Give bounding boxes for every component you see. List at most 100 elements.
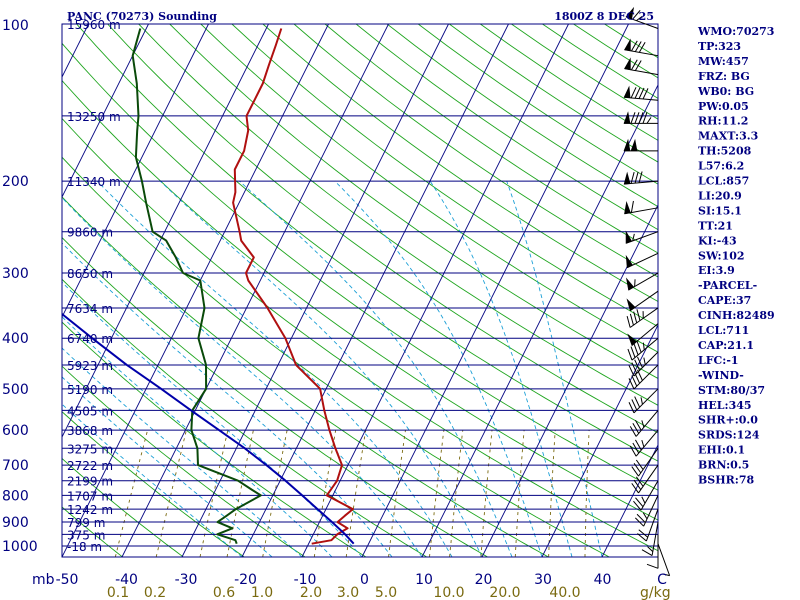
barb-half [662, 573, 670, 577]
dry-adiabat [0, 24, 62, 557]
mixing-ratio-line [114, 429, 149, 557]
barb-full [637, 369, 643, 381]
pressure-tick-label: 300 [2, 266, 29, 282]
barb-full [631, 362, 638, 374]
pressure-tick-label: 800 [2, 488, 29, 504]
height-label: 4505 m [67, 404, 113, 418]
wind-barb [625, 252, 659, 269]
barb-half [646, 117, 652, 124]
wind-barb [633, 480, 659, 511]
temperature-tick-label: 0 [360, 572, 369, 588]
pressure-tick-label: 900 [2, 515, 29, 531]
mixing-ratio-label: 20.0 [489, 585, 520, 600]
isotherm-line [62, 24, 209, 319]
barb-full [634, 41, 642, 52]
pressure-tick-label: 400 [2, 331, 29, 347]
moist-adiabat [506, 180, 603, 557]
barb-full [632, 423, 640, 434]
height-label: 375 m [67, 528, 105, 542]
barb-full [629, 445, 637, 457]
barb-full [646, 563, 659, 569]
moist-adiabat [429, 180, 573, 557]
barb-full [642, 88, 649, 100]
chart-title: PANC (70273) Sounding [67, 10, 217, 23]
barb-flag [623, 111, 631, 124]
barb-full [629, 426, 637, 437]
barb-shaft [638, 464, 659, 494]
moist-adiabat [62, 347, 303, 557]
wind-barb [625, 6, 659, 29]
barb-half [647, 546, 654, 552]
isotherm-line [62, 24, 149, 199]
barb-full [628, 365, 635, 377]
temperature-tick-label: 40 [594, 572, 612, 588]
index-item: BRN:0.5 [698, 459, 749, 472]
barb-full [638, 171, 643, 183]
barb-full [634, 112, 640, 124]
dry-adiabat [231, 24, 658, 328]
moist-adiabat [96, 180, 453, 557]
mixing-ratio-label: 0.6 [213, 585, 235, 600]
index-item: KI:-43 [698, 234, 737, 247]
height-label: 5190 m [67, 383, 113, 397]
dry-adiabat [262, 24, 658, 303]
index-item: L57:6.2 [698, 160, 744, 173]
barb-full [636, 309, 641, 321]
height-label: 6740 m [67, 332, 113, 346]
index-item: LCL:857 [698, 175, 749, 188]
wind-barb [631, 448, 659, 477]
barb-full [633, 462, 642, 474]
barb-half [636, 15, 643, 22]
pressure-tick-label: 100 [2, 18, 29, 34]
barb-full [634, 517, 644, 527]
barb-full [636, 341, 642, 353]
dry-adiabat [200, 24, 658, 353]
barb-full [630, 112, 636, 124]
wind-barb [623, 138, 658, 152]
barb-full [638, 87, 645, 99]
parcel-trace [62, 312, 355, 545]
barb-full [628, 402, 635, 414]
wind-barb [623, 85, 659, 101]
wind-barb [628, 364, 659, 390]
barb-full [634, 171, 639, 184]
pressure-tick-label: 200 [2, 174, 29, 190]
dry-adiabat [293, 24, 658, 278]
isotherm-line [481, 203, 658, 557]
barb-flag [625, 6, 635, 20]
isotherm-line [541, 323, 658, 557]
dry-adiabat [62, 321, 367, 557]
barb-shaft [633, 388, 659, 414]
wind-barb [641, 521, 659, 556]
wind-barbs [623, 6, 671, 577]
mixing-ratio-line [345, 430, 367, 557]
dry-adiabat [62, 156, 610, 557]
index-item: SI:15.1 [698, 204, 742, 217]
barb-full [638, 529, 649, 538]
barb-full [634, 359, 641, 371]
pressure-tick-label: 700 [2, 458, 29, 474]
isotherm-line [62, 24, 329, 557]
wind-barb [631, 464, 659, 494]
sounding-traces [62, 28, 355, 545]
barb-full [635, 476, 644, 487]
barb-full [627, 348, 633, 361]
barb-full [633, 311, 638, 324]
index-item: CINH:82489 [698, 309, 775, 322]
dry-adiabat [62, 365, 306, 557]
barb-full [634, 419, 642, 431]
barb-full [635, 459, 644, 470]
isobars [62, 24, 658, 547]
wind-barb [657, 543, 671, 577]
isotherm-line [301, 24, 569, 557]
wind-barb [626, 307, 659, 328]
index-item: CAPE:37 [698, 294, 751, 307]
pressure-tick-label: 500 [2, 382, 29, 398]
indices-panel: WMO:70273 TP:323 MW:457 FRZ: BG WB0: BG PW:0.… [697, 25, 775, 487]
temperature-tick-label: 10 [415, 572, 433, 588]
index-item: FRZ: BG [698, 70, 750, 83]
barb-flag [630, 138, 638, 152]
mixing-ratio-line [429, 430, 445, 557]
mixing-ratio-unit-label: g/kg [640, 585, 671, 600]
